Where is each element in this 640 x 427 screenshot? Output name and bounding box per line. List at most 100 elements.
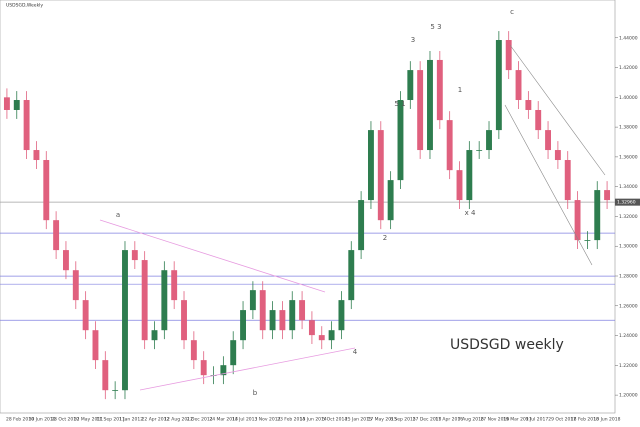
x-tick-label: 2 Dec 2012 xyxy=(187,417,213,423)
x-tick-label: 14 Jul 2013 xyxy=(232,417,258,423)
x-tick-label: 30 Jun 2010 xyxy=(29,417,56,423)
candle-body xyxy=(446,120,453,171)
wave-label: b xyxy=(253,389,258,397)
y-tick-label: 1.24000 xyxy=(619,333,638,339)
x-tick-label: 15 Jun 2014 xyxy=(300,417,327,423)
candle-body xyxy=(23,100,30,151)
x-tick-label: 28 Feb 2010 xyxy=(6,417,34,423)
y-tick-label: 1.20000 xyxy=(619,393,638,399)
candle-body xyxy=(407,70,414,101)
candle-body xyxy=(122,250,128,391)
candle-body xyxy=(171,270,178,301)
candle-body xyxy=(259,290,266,331)
x-tick-label: 5 Oct 2014 xyxy=(322,417,347,423)
candle-body xyxy=(63,250,69,271)
x-tick-label: 12 Aug 2012 xyxy=(164,417,193,423)
y-tick-label: 1.40000 xyxy=(619,95,638,101)
candle-body xyxy=(318,335,325,341)
x-tick-label: 10 Jun 2018 xyxy=(593,417,620,423)
price-tag xyxy=(615,198,640,206)
candle-body xyxy=(289,300,296,331)
y-tick-label: 1.38000 xyxy=(619,125,638,131)
price-tag-label: 1.32960 xyxy=(617,200,636,206)
x-tick-label: 25 Jan 2015 xyxy=(345,417,372,423)
channel-line xyxy=(504,104,593,266)
wave-label: 5 1 xyxy=(394,100,405,108)
candle-body xyxy=(230,340,237,366)
x-tick-label: 17 Apr 2016 xyxy=(435,417,463,423)
x-tick-label: 7 Aug 2016 xyxy=(458,417,484,423)
candle-body xyxy=(368,130,374,201)
candle-body xyxy=(279,310,286,331)
x-tick-label: 17 May 2015 xyxy=(367,417,396,423)
candle-body xyxy=(269,310,276,331)
candle-body xyxy=(348,250,355,301)
x-tick-label: 3 Nov 2013 xyxy=(255,417,281,423)
candle-body xyxy=(358,200,365,251)
candle-body xyxy=(436,59,443,121)
candle-body xyxy=(564,160,571,201)
wave-label: 4 xyxy=(353,348,358,356)
candle-body xyxy=(377,130,384,221)
trend-line xyxy=(99,219,326,293)
plot-frame xyxy=(0,0,616,414)
wave-label: 2 xyxy=(383,234,387,242)
candle-body xyxy=(43,160,50,221)
x-tick-label: 27 Dec 2015 xyxy=(413,417,442,423)
wave-label: c xyxy=(510,8,514,16)
candle-body xyxy=(161,270,168,331)
x-tick-label: 9 Jul 2017 xyxy=(526,417,549,423)
candle-body xyxy=(397,100,404,181)
y-tick-label: 1.30000 xyxy=(619,244,638,250)
candle-body xyxy=(82,300,89,331)
candle-body xyxy=(200,360,207,376)
y-tick-label: 1.32000 xyxy=(619,214,638,220)
wave-label: x 4 xyxy=(465,209,476,217)
candle-body xyxy=(328,330,335,341)
x-tick-label: 22 Apr 2012 xyxy=(142,417,170,423)
y-tick-label: 1.42000 xyxy=(619,65,638,71)
candle-body xyxy=(604,190,611,201)
x-tick-label: 28 Oct 2010 xyxy=(51,417,79,423)
channel-line xyxy=(509,44,606,176)
candle-body xyxy=(456,170,463,201)
candle-body xyxy=(545,130,551,151)
candle-body xyxy=(53,220,60,251)
wave-label: 5 3 xyxy=(430,23,441,31)
candle-body xyxy=(594,190,601,241)
candle-body xyxy=(427,59,433,151)
x-tick-label: 11 Sep 2011 xyxy=(96,417,125,423)
candle-body xyxy=(476,150,483,151)
candle-body xyxy=(141,260,148,341)
plot-layer: 1.20000 1.22000 1.24000 1.26000 1.28000 1.300… xyxy=(0,8,640,423)
candle-body xyxy=(505,40,512,71)
chart-title: USDSGD weekly xyxy=(450,337,564,353)
candle-body xyxy=(190,340,197,361)
y-tick-label: 1.44000 xyxy=(619,35,638,41)
candle-body xyxy=(495,40,502,131)
x-tick-label: 1 Jan 2012 xyxy=(119,417,143,423)
y-tick-label: 1.28000 xyxy=(619,274,638,280)
x-tick-label: 6 Sep 2015 xyxy=(390,417,416,423)
candle-body xyxy=(249,290,256,311)
candle-body xyxy=(92,330,99,361)
candle-body xyxy=(131,250,138,261)
wave-label: a xyxy=(116,211,120,219)
candle-body xyxy=(525,100,532,110)
candle-body xyxy=(13,100,20,110)
chart-header: USDSGD,Weekly xyxy=(6,3,43,9)
candle-body xyxy=(112,390,119,391)
y-tick-label: 1.26000 xyxy=(619,303,638,309)
candle-body xyxy=(181,300,187,341)
candle-body xyxy=(240,310,246,341)
candle-body xyxy=(584,240,591,241)
x-tick-label: 23 Feb 2014 xyxy=(277,417,305,423)
candle-body xyxy=(102,360,109,391)
candle-body xyxy=(574,200,581,241)
candle-body xyxy=(535,109,542,131)
x-tick-label: 24 Mar 2013 xyxy=(209,417,238,423)
candle-body xyxy=(33,150,40,161)
candle-body xyxy=(338,300,345,331)
y-tick-label: 1.36000 xyxy=(619,154,638,160)
